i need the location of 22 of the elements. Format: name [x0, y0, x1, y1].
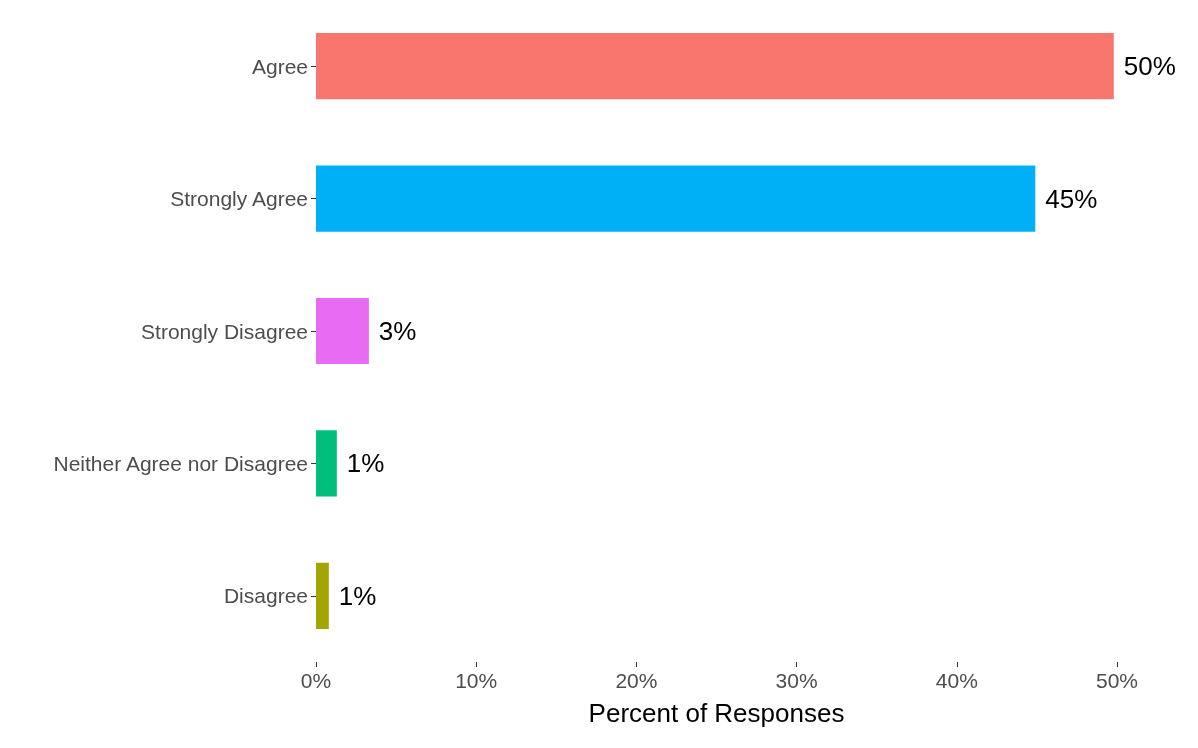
x-tick-label: 0% — [300, 669, 332, 692]
y-tick-label: Agree — [251, 54, 308, 78]
y-tick-label: Strongly Agree — [170, 187, 308, 211]
x-axis-title: Percent of Responses — [588, 698, 845, 728]
x-tick-label: 10% — [455, 669, 498, 692]
data-label: 45% — [1045, 183, 1098, 214]
data-label: 1% — [346, 448, 385, 479]
x-tick-label: 40% — [935, 669, 978, 692]
data-label: 3% — [378, 316, 417, 346]
data-label: 1% — [338, 580, 377, 611]
bar — [316, 297, 369, 365]
bar — [316, 165, 1036, 232]
data-label: 50% — [1123, 51, 1176, 82]
y-tick-label: Strongly Disagree — [141, 319, 308, 343]
bar — [316, 562, 329, 629]
bar — [316, 33, 1114, 100]
y-tick-label: Disagree — [223, 584, 308, 608]
bar — [316, 430, 337, 497]
x-tick-label: 30% — [775, 669, 818, 692]
x-tick-label: 50% — [1095, 669, 1139, 692]
x-tick-label: 20% — [615, 669, 658, 692]
y-tick-label: Neither Agree nor Disagree — [53, 451, 308, 475]
